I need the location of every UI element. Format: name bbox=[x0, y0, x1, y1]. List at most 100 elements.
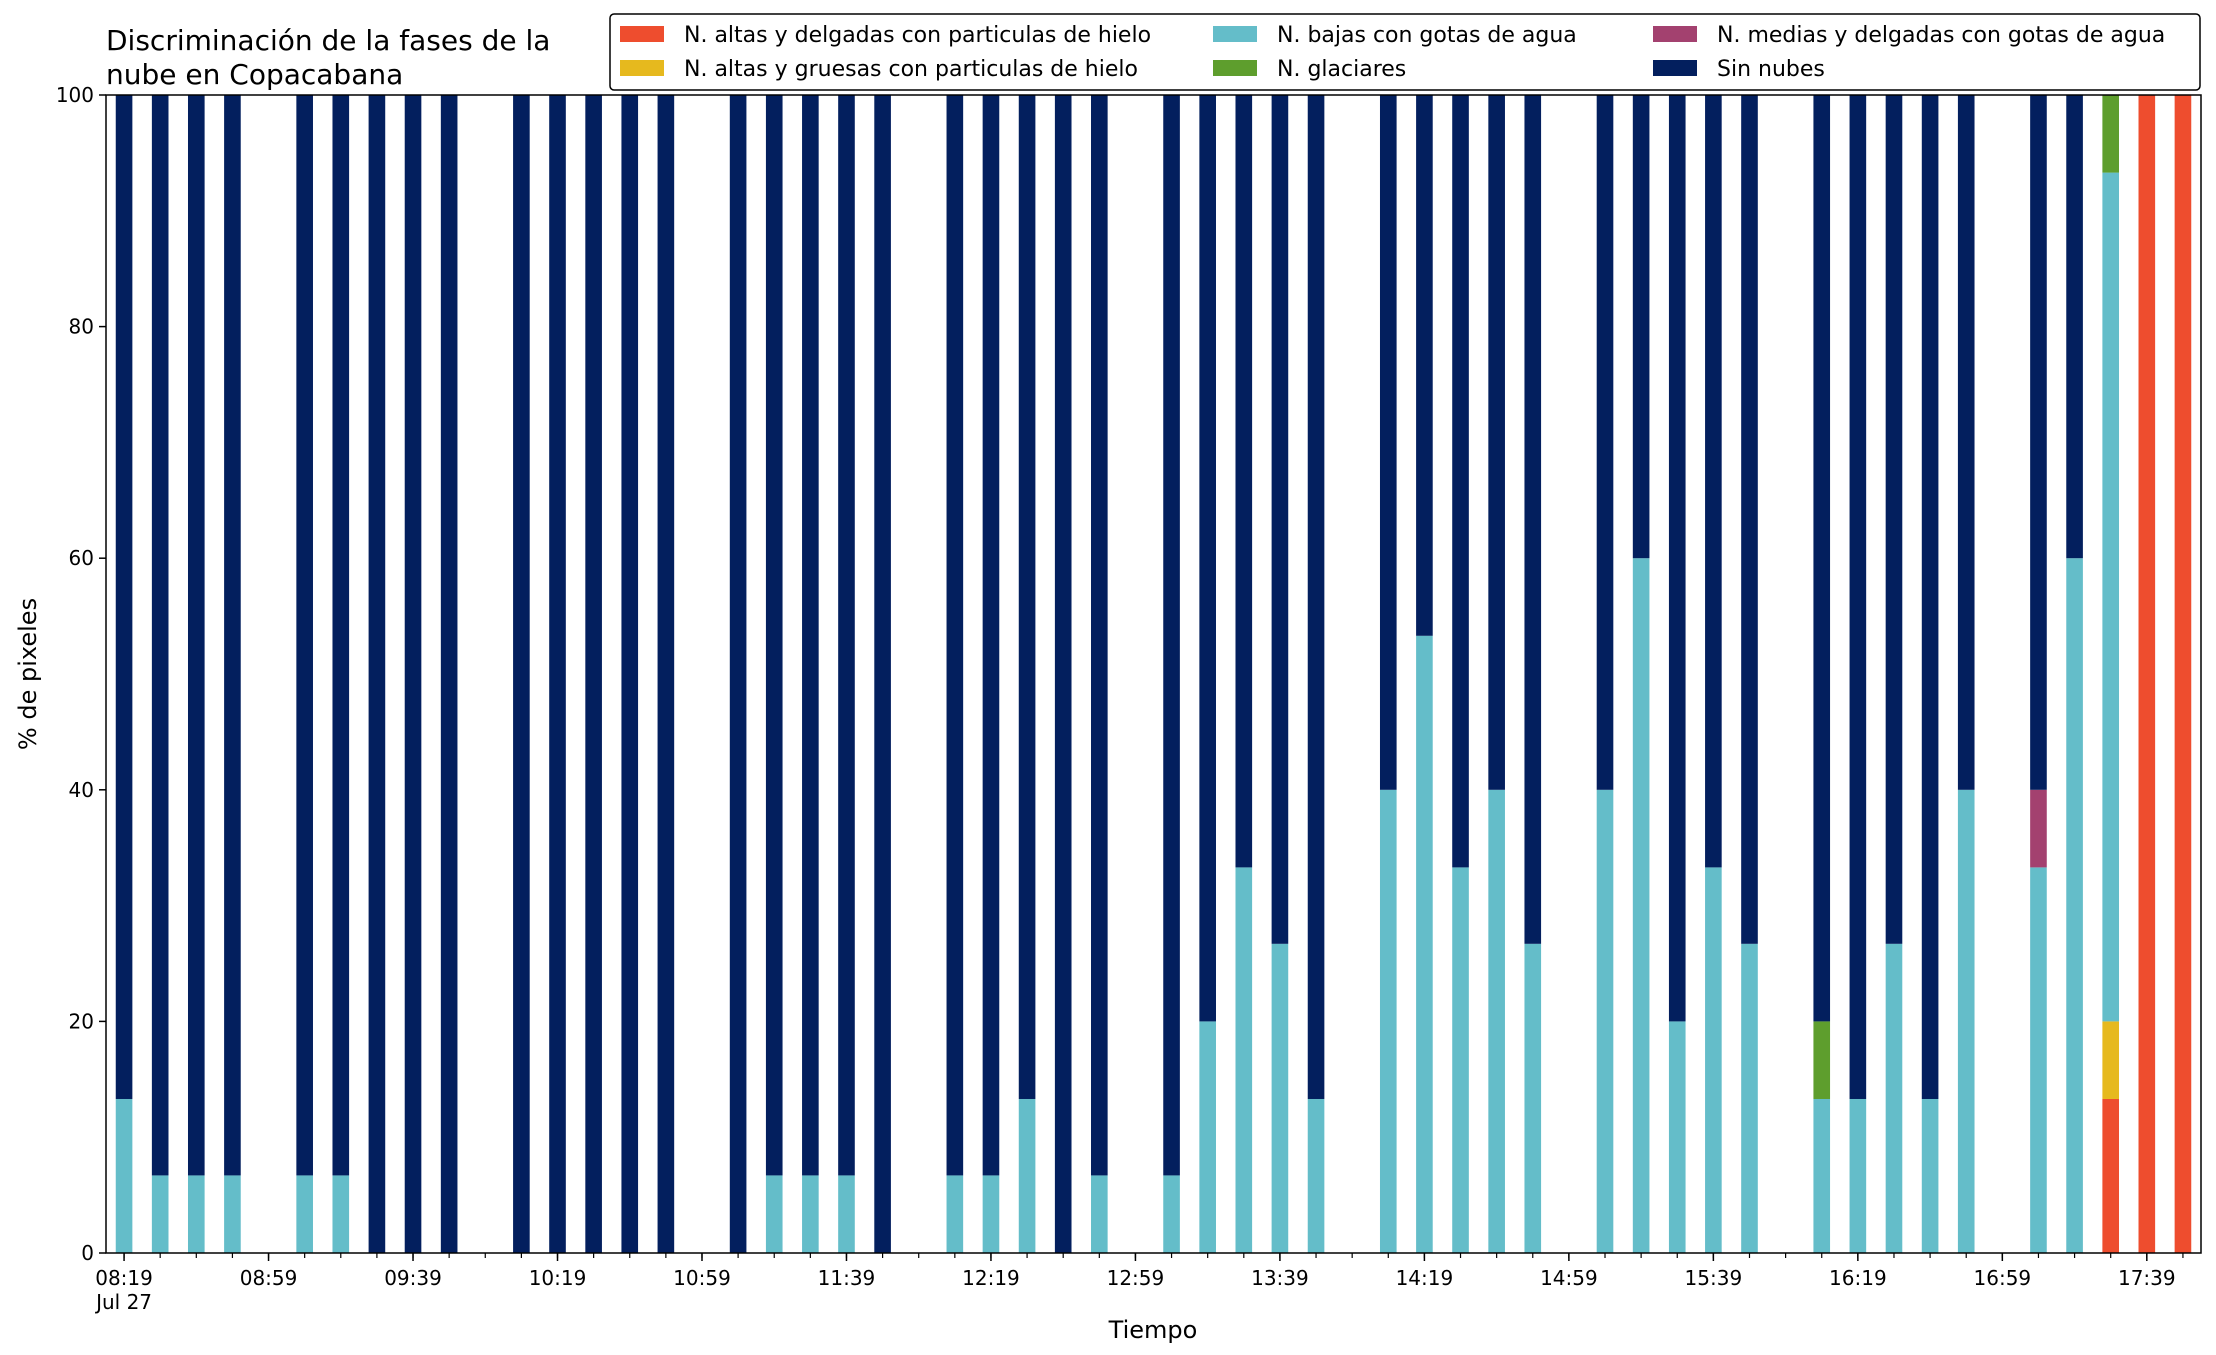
bar-n-bajas-con-gotas-de-agua-1429 bbox=[1452, 867, 1469, 1253]
y-tick-label-100: 100 bbox=[56, 83, 94, 107]
x-tick-label-0939: 09:39 bbox=[384, 1266, 442, 1290]
bar-n-bajas-con-gotas-de-agua-1549 bbox=[1741, 943, 1758, 1253]
bar-sin-nubes-1709 bbox=[2030, 95, 2047, 790]
bar-n-bajas-con-gotas-de-agua-0849 bbox=[224, 1175, 241, 1253]
x-tick-label-1339: 13:39 bbox=[1251, 1266, 1309, 1290]
bar-sin-nubes-1139 bbox=[838, 95, 855, 1176]
bar-sin-nubes-1529 bbox=[1668, 95, 1686, 1022]
bar-sin-nubes-1719 bbox=[2066, 95, 2083, 559]
bar-n-altas-y-delgadas-con-particulas-de-hielo-1749 bbox=[2174, 95, 2192, 1253]
bar-sin-nubes-0909 bbox=[296, 95, 313, 1176]
bar-sin-nubes-1509 bbox=[1596, 95, 1614, 790]
y-tick-label-40: 40 bbox=[69, 778, 94, 802]
bar-sin-nubes-1249 bbox=[1091, 95, 1108, 1176]
x-axis-label: Tiempo bbox=[1108, 1316, 1198, 1344]
x-tick-label-1619: 16:19 bbox=[1829, 1266, 1887, 1290]
bar-n-bajas-con-gotas-de-agua-1309 bbox=[1163, 1175, 1180, 1253]
x-tick-label-1539: 15:39 bbox=[1685, 1266, 1743, 1290]
bar-n-bajas-con-gotas-de-agua-1419 bbox=[1416, 635, 1433, 1253]
legend-swatch-sin-nubes bbox=[1653, 60, 1697, 76]
bar-sin-nubes-1049 bbox=[657, 95, 675, 1253]
legend-label-n-medias-y-delgadas-con-gotas-de-agua: N. medias y delgadas con gotas de agua bbox=[1717, 23, 2165, 48]
bar-n-bajas-con-gotas-de-agua-1709 bbox=[2030, 867, 2047, 1253]
x-tick-label-0819: 08:19 bbox=[95, 1266, 153, 1290]
bar-n-bajas-con-gotas-de-agua-1439 bbox=[1488, 789, 1505, 1253]
bar-n-bajas-con-gotas-de-agua-1319 bbox=[1199, 1021, 1216, 1253]
bar-sin-nubes-0839 bbox=[187, 95, 205, 1176]
legend: N. altas y delgadas con particulas de hi… bbox=[609, 13, 2201, 91]
bar-sin-nubes-1229 bbox=[1018, 95, 1036, 1099]
bar-sin-nubes-1639 bbox=[1921, 95, 1939, 1099]
y-tick-label-0: 0 bbox=[81, 1241, 94, 1265]
bar-sin-nubes-1239 bbox=[1054, 95, 1072, 1253]
bar-sin-nubes-1649 bbox=[1957, 95, 1975, 790]
bar-n-bajas-con-gotas-de-agua-1409 bbox=[1379, 789, 1397, 1253]
bar-sin-nubes-1539 bbox=[1705, 95, 1722, 868]
legend-swatch-n-glaciares bbox=[1213, 60, 1257, 76]
bar-n-bajas-con-gotas-de-agua-0839 bbox=[187, 1175, 205, 1253]
bar-sin-nubes-1439 bbox=[1488, 95, 1505, 790]
bar-n-bajas-con-gotas-de-agua-1129 bbox=[802, 1175, 819, 1253]
bar-sin-nubes-1309 bbox=[1163, 95, 1180, 1176]
bar-sin-nubes-0849 bbox=[224, 95, 241, 1176]
bar-n-bajas-con-gotas-de-agua-1609 bbox=[1813, 1098, 1831, 1253]
bar-sin-nubes-1549 bbox=[1741, 95, 1758, 944]
bar-n-bajas-con-gotas-de-agua-0909 bbox=[296, 1175, 313, 1253]
x-tick-label-1739: 17:39 bbox=[2118, 1266, 2176, 1290]
x-tick-label-1219: 12:19 bbox=[962, 1266, 1020, 1290]
bar-n-bajas-con-gotas-de-agua-1209 bbox=[946, 1175, 964, 1253]
bar-sin-nubes-1039 bbox=[621, 95, 639, 1253]
x-tick-label-1659: 16:59 bbox=[1974, 1266, 2032, 1290]
bar-sin-nubes-1519 bbox=[1632, 95, 1650, 559]
bar-sin-nubes-1429 bbox=[1452, 95, 1469, 868]
bar-sin-nubes-1349 bbox=[1307, 95, 1325, 1099]
x-tick-label-0859: 08:59 bbox=[240, 1266, 298, 1290]
bar-n-bajas-con-gotas-de-agua-1349 bbox=[1307, 1098, 1325, 1253]
bar-n-bajas-con-gotas-de-agua-1119 bbox=[765, 1175, 783, 1253]
bar-n-altas-y-delgadas-con-particulas-de-hielo-1739 bbox=[2138, 95, 2156, 1253]
bar-sin-nubes-1119 bbox=[765, 95, 783, 1176]
bar-sin-nubes-1629 bbox=[1885, 95, 1903, 944]
bar-n-bajas-con-gotas-de-agua-1219 bbox=[982, 1175, 1000, 1253]
chart-title-line-1: Discriminación de la fases de la bbox=[106, 24, 550, 57]
x-tick-date-label: Jul 27 bbox=[94, 1290, 152, 1314]
legend-swatch-n-medias-y-delgadas-con-gotas-de-agua bbox=[1653, 26, 1697, 42]
x-tick-label-1019: 10:19 bbox=[529, 1266, 587, 1290]
x-tick-label-1139: 11:39 bbox=[818, 1266, 876, 1290]
bar-sin-nubes-0939 bbox=[404, 95, 422, 1253]
x-tick-label-1419: 14:19 bbox=[1396, 1266, 1454, 1290]
y-tick-label-60: 60 bbox=[69, 546, 94, 570]
legend-box bbox=[609, 13, 2201, 91]
chart-title: Discriminación de la fases de la nube en… bbox=[106, 24, 550, 91]
bar-sin-nubes-1209 bbox=[946, 95, 964, 1176]
bar-n-medias-y-delgadas-con-gotas-de-agua-1709 bbox=[2030, 789, 2047, 868]
bar-n-altas-y-delgadas-con-particulas-de-hielo-1729 bbox=[2102, 1098, 2120, 1253]
bar-sin-nubes-1109 bbox=[729, 95, 747, 1253]
bar-sin-nubes-1609 bbox=[1813, 95, 1831, 1022]
bar-n-bajas-con-gotas-de-agua-1449 bbox=[1524, 943, 1542, 1253]
legend-swatch-n-altas-y-delgadas-con-particulas-de-hielo bbox=[620, 26, 664, 42]
bars-layer bbox=[115, 95, 2192, 1253]
bar-sin-nubes-1619 bbox=[1849, 95, 1867, 1099]
legend-label-n-altas-y-gruesas-con-particulas-de-hielo: N. altas y gruesas con particulas de hie… bbox=[684, 57, 1138, 82]
bar-n-bajas-con-gotas-de-agua-0819 bbox=[115, 1098, 133, 1253]
y-tick-label-80: 80 bbox=[69, 315, 94, 339]
bar-n-glaciares-1609 bbox=[1813, 1021, 1831, 1099]
bar-n-bajas-con-gotas-de-agua-1649 bbox=[1957, 789, 1975, 1253]
bar-n-bajas-con-gotas-de-agua-1729 bbox=[2102, 172, 2120, 1022]
legend-swatch-n-altas-y-gruesas-con-particulas-de-hielo bbox=[620, 60, 664, 76]
legend-label-n-glaciares: N. glaciares bbox=[1277, 57, 1406, 82]
bar-n-bajas-con-gotas-de-agua-0919 bbox=[332, 1175, 350, 1253]
bar-n-bajas-con-gotas-de-agua-1249 bbox=[1091, 1175, 1108, 1253]
bar-sin-nubes-1419 bbox=[1416, 95, 1433, 636]
x-tick-label-1059: 10:59 bbox=[673, 1266, 731, 1290]
bar-sin-nubes-1029 bbox=[585, 95, 602, 1253]
bar-n-bajas-con-gotas-de-agua-1529 bbox=[1668, 1021, 1686, 1253]
legend-label-n-altas-y-delgadas-con-particulas-de-hielo: N. altas y delgadas con particulas de hi… bbox=[684, 23, 1151, 48]
bar-sin-nubes-1449 bbox=[1524, 95, 1542, 944]
bar-sin-nubes-0819 bbox=[115, 95, 133, 1099]
plot-frame bbox=[105, 94, 2202, 1254]
bar-n-bajas-con-gotas-de-agua-1719 bbox=[2066, 558, 2083, 1253]
bar-n-bajas-con-gotas-de-agua-1629 bbox=[1885, 943, 1903, 1253]
